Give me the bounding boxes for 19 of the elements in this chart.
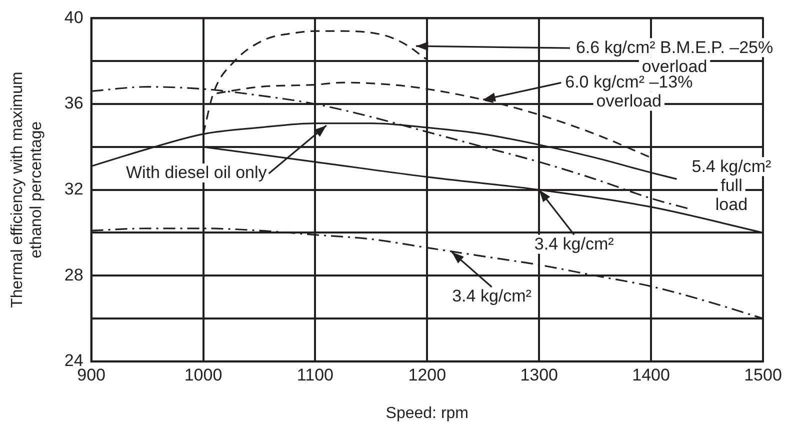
y-tick-label: 40 — [64, 8, 84, 27]
annotation: 3.4 kg/cm² — [452, 286, 532, 306]
x-tick-label: 1100 — [296, 365, 334, 384]
y-tick-label: 32 — [64, 179, 84, 198]
x-axis-title: Speed: rpm — [386, 404, 469, 422]
x-tick-label: 1500 — [744, 365, 782, 384]
y-tick-label: 28 — [64, 265, 84, 284]
annotation: 3.4 kg/cm² — [534, 234, 614, 254]
y-axis-title: Thermal efficiency with maximum ethanol percentage — [9, 72, 46, 308]
annotation: 5.4 kg/cm² full load — [692, 156, 772, 214]
annotation: With diesel oil only — [126, 163, 268, 182]
x-tick-label: 1400 — [632, 365, 670, 384]
x-tick-label: 1000 — [184, 365, 222, 384]
x-tick-label: 1200 — [408, 365, 446, 384]
x-tick-label: 900 — [77, 365, 106, 384]
y-tick-label: 36 — [64, 94, 84, 113]
annotation: 6.0 kg/cm² –13% overload — [565, 72, 693, 110]
annotation: 6.6 kg/cm² B.M.E.P. –25% overload — [576, 38, 774, 76]
x-tick-label: 1300 — [520, 365, 558, 384]
